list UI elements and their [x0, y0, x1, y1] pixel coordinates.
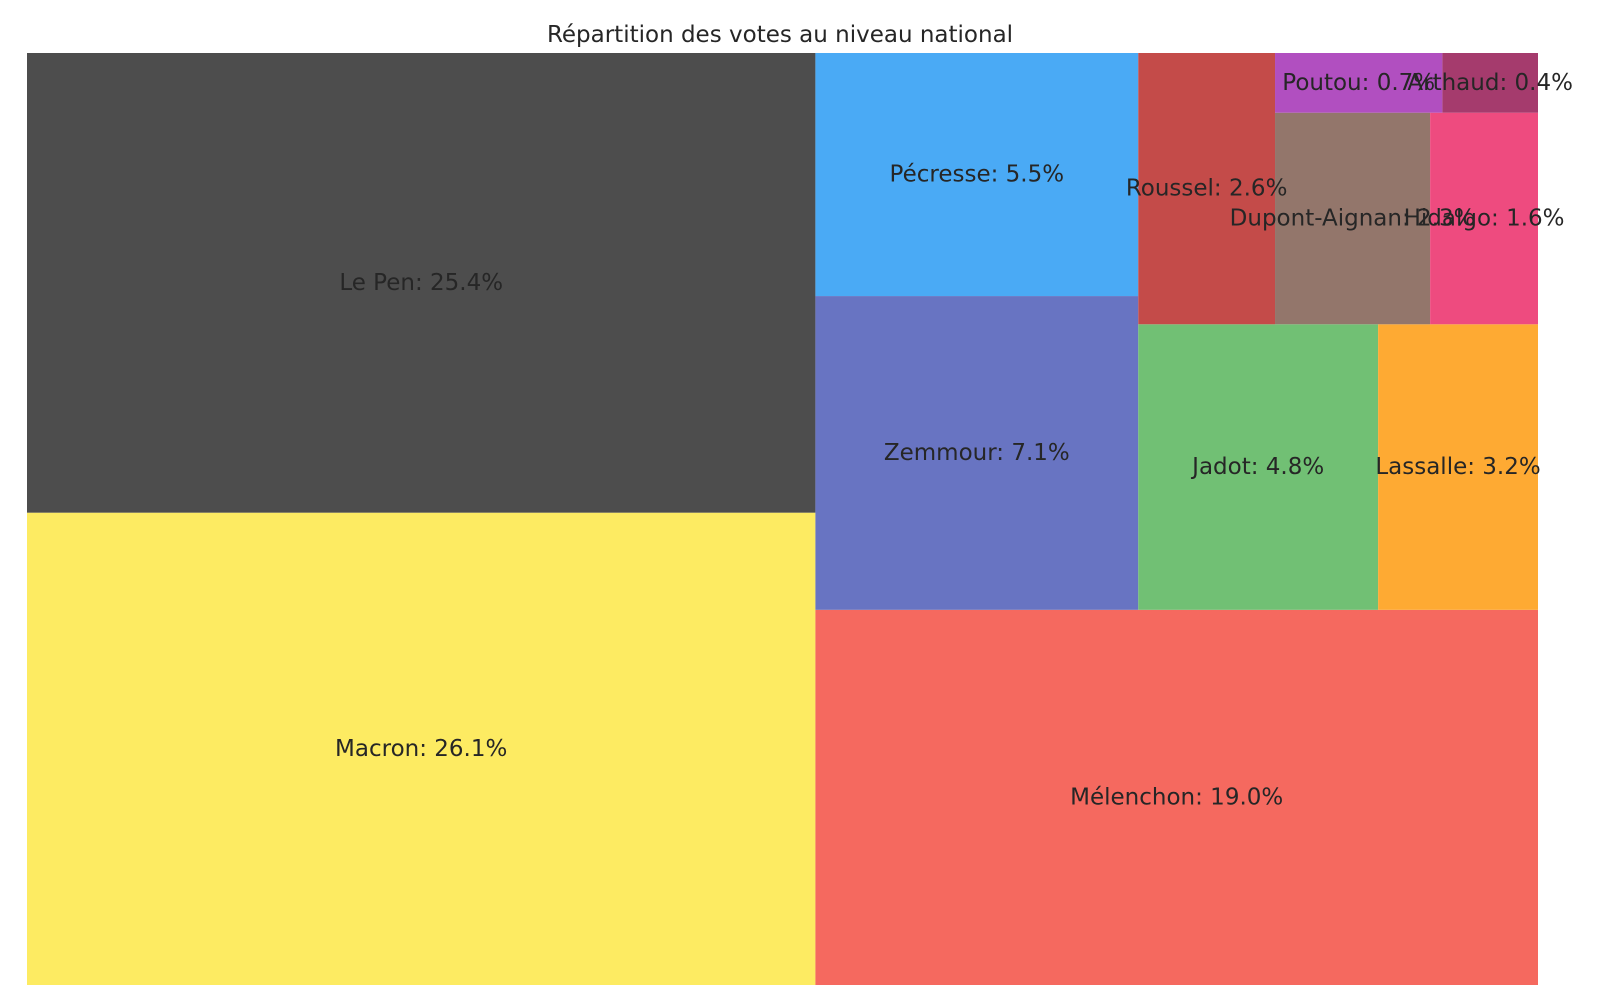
tile-macron — [27, 512, 816, 985]
tile-melenchon — [815, 609, 1538, 985]
tile-label-poutou: Poutou: 0.7% — [1282, 70, 1435, 96]
tile-le-pen — [27, 53, 816, 513]
tile-label-roussel: Roussel: 2.6% — [1126, 176, 1288, 202]
treemap-labels: Macron: 26.1% Le Pen: 25.4% Mélenchon: 19.… — [335, 70, 1573, 811]
tile-label-macron: Macron: 26.1% — [335, 736, 507, 762]
tile-poutou — [1275, 53, 1443, 113]
tile-hidalgo — [1430, 112, 1538, 325]
tile-label-le-pen: Le Pen: 25.4% — [339, 270, 503, 296]
tile-label-zemmour: Zemmour: 7.1% — [884, 440, 1070, 466]
tile-jadot — [1138, 324, 1379, 610]
tile-dupont-aignan — [1275, 112, 1431, 325]
tile-label-melenchon: Mélenchon: 19.0% — [1070, 784, 1283, 810]
tile-label-jadot: Jadot: 4.8% — [1190, 454, 1324, 480]
tile-roussel — [1138, 53, 1276, 325]
tile-zemmour — [815, 296, 1139, 610]
tile-label-hidalgo: Hidalgo: 1.6% — [1404, 205, 1565, 231]
tile-pecresse — [815, 53, 1139, 297]
tile-label-arthaud: Arthaud: 0.4% — [1407, 70, 1573, 96]
chart-title: Répartition des votes au niveau national — [546, 22, 1014, 48]
tile-label-pecresse: Pécresse: 5.5% — [890, 162, 1065, 188]
tile-lassalle — [1378, 324, 1538, 610]
tile-label-lassalle: Lassalle: 3.2% — [1375, 454, 1540, 480]
treemap-tiles — [27, 53, 1538, 985]
tile-label-dupont-aignan: Dupont-Aignan: 2.3% — [1230, 205, 1476, 231]
tile-arthaud — [1442, 53, 1538, 113]
